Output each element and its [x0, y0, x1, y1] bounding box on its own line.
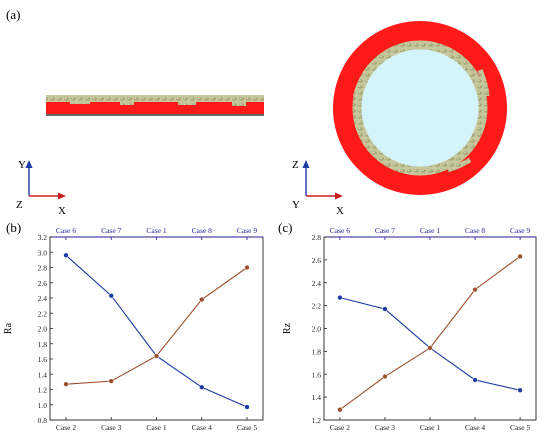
- x-tick-label-top: Case 6: [56, 226, 76, 235]
- y-tick-label: 2.2: [38, 309, 48, 318]
- data-point-bottom: [427, 345, 433, 351]
- y-tick-label: 2.4: [38, 294, 48, 303]
- data-point-top: [337, 294, 343, 301]
- x-tick-label-bottom: Case 4: [465, 423, 485, 432]
- data-point-bottom: [108, 378, 114, 384]
- chart-rz: 1.2 1.4 1.6 1.8 2.0 2.2 2.4 2.6 2.8 Case 2 Case 3 C…: [282, 226, 537, 432]
- x-tick-label-top: Case 9: [237, 226, 257, 235]
- y-tick-label: 1.8: [312, 347, 322, 356]
- y-tick-label: 1.8: [38, 340, 48, 349]
- y-tick-label: 1.6: [38, 355, 48, 364]
- x-tick-label-top: Case 7: [375, 226, 395, 235]
- data-point-bottom: [517, 253, 523, 260]
- panel-label-a: (a): [6, 7, 20, 22]
- x-tick-label-bottom: Case 2: [330, 423, 350, 432]
- y-tick-label: 2.0: [312, 325, 322, 334]
- axis-label-left-vertical: Y: [18, 159, 26, 171]
- y-tick-label: 2.8: [38, 264, 48, 273]
- axis-triad-left: Y Z X: [16, 159, 66, 217]
- plot-frame: [49, 236, 264, 421]
- y-tick-label: 2.0: [38, 325, 48, 334]
- x-tick-label-bottom: Case 5: [237, 423, 257, 432]
- y-tick-label: 1.4: [38, 370, 48, 379]
- y-tick-label: 2.4: [312, 279, 322, 288]
- series-line-bottom: [65, 267, 248, 385]
- y-axis-label: Rz: [282, 322, 293, 334]
- chart-ra: 0.8 1.0 1.2 1.4 1.6 1.8 2.0 2.2 2.4 2.6 2.8 3.0 3.2 C…: [3, 226, 264, 432]
- axis-label-left-horizontal: X: [58, 205, 66, 217]
- panel-label-c: (c): [278, 220, 292, 235]
- x-tick-label-bottom: Case 3: [375, 423, 395, 432]
- data-point-top: [244, 404, 250, 410]
- data-point-bottom: [153, 353, 160, 359]
- plot-frame: [323, 236, 537, 421]
- series-line-bottom: [339, 256, 521, 411]
- axis-label-right-origin: Y: [292, 199, 300, 211]
- data-point-bottom: [244, 264, 250, 271]
- axis-label-right-horizontal: X: [336, 205, 344, 217]
- axis-label-left-origin: Z: [16, 199, 23, 211]
- y-axis-label: Ra: [3, 322, 14, 334]
- y-tick-label: 1.4: [312, 393, 322, 402]
- series-line-top: [339, 297, 521, 391]
- x-tick-label-top: Case 6: [330, 226, 350, 235]
- side-view-strip: [46, 95, 264, 116]
- data-point-top: [108, 293, 114, 299]
- y-tick-label: 1.2: [312, 416, 322, 425]
- x-tick-label-top: Case 8: [192, 226, 212, 235]
- ring-cross-section: [333, 21, 507, 195]
- x-tick-label-bottom: Case 4: [192, 423, 212, 432]
- x-tick-label-top: Case 7: [101, 226, 121, 235]
- y-tick-label: 1.6: [312, 370, 322, 379]
- y-tick-label: 3.2: [38, 233, 48, 242]
- data-point-bottom: [63, 381, 69, 387]
- data-point-top: [517, 387, 523, 393]
- axis-triad-right: Z Y X: [292, 159, 344, 217]
- x-tick-label-top: Case 9: [510, 226, 530, 235]
- data-point-top: [199, 384, 205, 390]
- x-tick-label-top: Case 8: [465, 226, 485, 235]
- data-point-top: [472, 377, 478, 383]
- y-tick-label: 2.6: [312, 256, 322, 265]
- data-point-bottom: [199, 296, 205, 303]
- data-point-bottom: [337, 407, 343, 413]
- y-tick-label: 3.0: [38, 248, 48, 257]
- y-tick-label: 1.0: [38, 401, 48, 410]
- y-tick-label: 0.8: [38, 416, 48, 425]
- x-tick-label-bottom: Case 5: [510, 423, 530, 432]
- data-point-bottom: [472, 286, 478, 293]
- y-tick-label: 2.6: [38, 279, 48, 288]
- data-point-top: [63, 252, 69, 258]
- x-tick-label-top: Case 1: [146, 226, 166, 235]
- x-tick-label-bottom: Case 1: [146, 423, 166, 432]
- y-tick-label: 2.2: [312, 302, 322, 311]
- data-point-top: [382, 306, 388, 312]
- y-tick-label: 2.8: [312, 233, 322, 242]
- y-tick-label: 1.2: [38, 386, 48, 395]
- x-tick-label-bottom: Case 3: [101, 423, 121, 432]
- series-line-top: [65, 254, 248, 408]
- x-tick-label-bottom: Case 2: [56, 423, 76, 432]
- data-point-bottom: [382, 373, 388, 380]
- x-tick-label-bottom: Case 1: [420, 423, 440, 432]
- axis-label-right-vertical: Z: [292, 159, 299, 171]
- panel-label-b: (b): [6, 220, 21, 235]
- x-tick-label-top: Case 1: [420, 226, 440, 235]
